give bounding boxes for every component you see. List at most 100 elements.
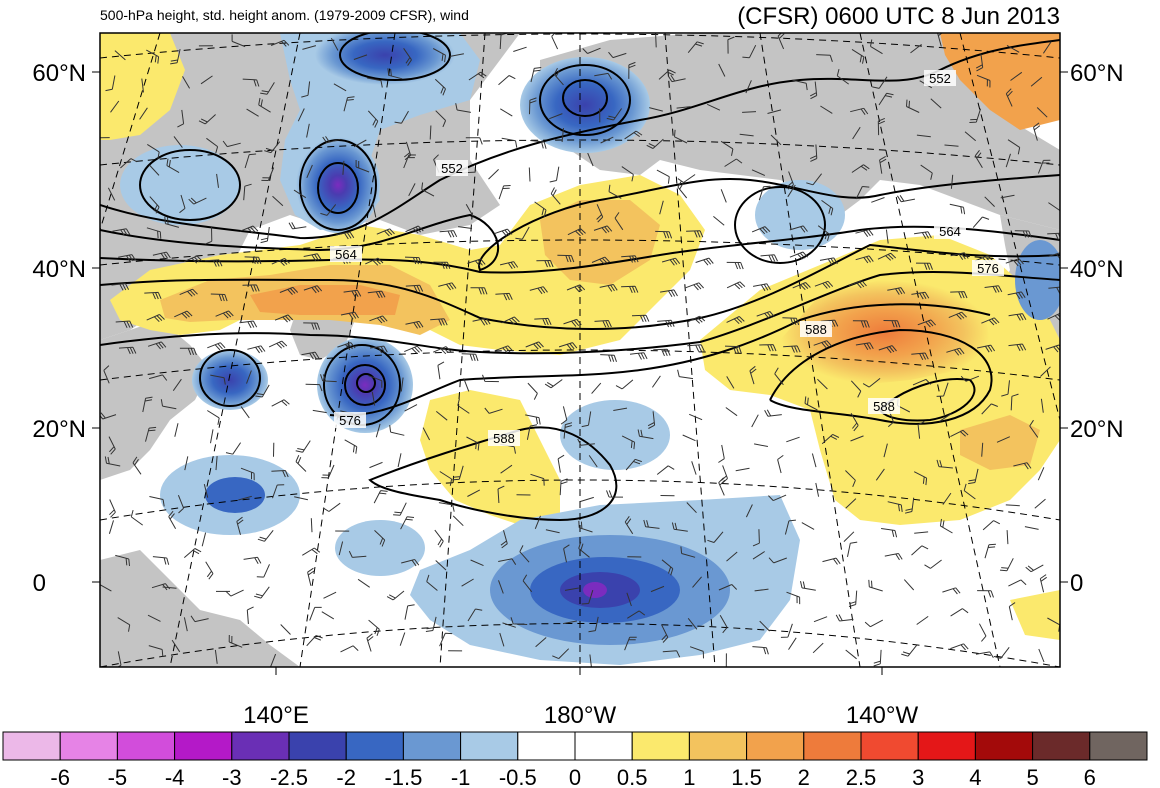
wind-barb xyxy=(305,383,323,392)
wind-barb xyxy=(557,254,575,263)
wind-barb xyxy=(461,353,479,362)
colorbar-swatch xyxy=(860,731,919,761)
wind-barb xyxy=(322,136,341,144)
wind-barb xyxy=(1047,312,1060,321)
wind-barb xyxy=(174,423,179,437)
wind-barb xyxy=(149,196,160,214)
wind-barb xyxy=(330,37,339,51)
wind-barbs xyxy=(100,33,1060,667)
wind-barb xyxy=(682,434,696,442)
wind-barb xyxy=(727,36,735,54)
contour-cutoff-2-core xyxy=(356,373,376,393)
wind-barb xyxy=(752,551,765,560)
wind-barb xyxy=(759,620,770,632)
wind-barb xyxy=(718,584,738,591)
wind-barb xyxy=(400,377,404,392)
wind-barb xyxy=(784,519,796,535)
wind-barb xyxy=(1008,343,1027,352)
wind-barb xyxy=(588,616,599,633)
contour-label: 588 xyxy=(873,399,895,414)
wind-barb xyxy=(687,344,705,352)
wind-barb xyxy=(336,231,355,240)
wind-barb xyxy=(171,639,181,653)
contour-low-bering xyxy=(539,64,631,136)
wind-barb xyxy=(768,494,787,502)
wind-barb xyxy=(142,396,153,413)
wind-barb xyxy=(887,501,903,512)
wind-barb xyxy=(104,456,121,467)
wind-barb xyxy=(591,382,602,394)
wind-barb xyxy=(671,522,688,532)
wind-barb xyxy=(718,444,725,463)
colorbar-swatch xyxy=(917,731,976,761)
wind-barb xyxy=(646,138,664,149)
wind-barb xyxy=(557,454,565,473)
wind-barb xyxy=(976,74,991,88)
wind-barb xyxy=(257,529,274,542)
wind-barb xyxy=(333,83,347,92)
wind-barb xyxy=(949,203,966,215)
graticule-line xyxy=(759,33,861,667)
contour-labels: 552 552 564 564 576 576 588 588 588 xyxy=(330,70,1004,446)
contour-588-east xyxy=(769,328,993,425)
wind-barb xyxy=(225,589,244,597)
wind-barb xyxy=(497,485,505,504)
wind-barb xyxy=(692,576,702,588)
wind-barb xyxy=(816,54,833,62)
wind-barb xyxy=(916,615,929,625)
wind-barb xyxy=(115,320,134,329)
wind-barb xyxy=(1039,574,1047,593)
wind-barb xyxy=(297,108,305,122)
wind-barb xyxy=(877,117,885,136)
wind-barb xyxy=(307,567,315,586)
wind-barb xyxy=(118,254,137,262)
wind-barb xyxy=(201,532,207,547)
wind-barb xyxy=(1006,44,1020,53)
wind-barb xyxy=(111,283,130,291)
colorbar-swatch xyxy=(116,731,176,761)
wind-barb xyxy=(862,378,881,388)
contour-label: 552 xyxy=(441,161,463,176)
longitude-axis xyxy=(275,667,883,675)
wind-barb xyxy=(1008,602,1016,621)
wind-barb xyxy=(340,645,359,653)
wind-barb xyxy=(885,229,889,244)
wind-barb xyxy=(875,468,885,481)
lat-label-left: 0 xyxy=(33,570,46,597)
lon-label: 140°W xyxy=(846,702,919,729)
wind-barb xyxy=(112,228,131,236)
wind-barb xyxy=(811,453,817,468)
wind-barb xyxy=(216,173,219,188)
wind-barb xyxy=(366,633,374,652)
wind-barb xyxy=(914,231,932,239)
wind-barb xyxy=(911,291,930,300)
wind-barb xyxy=(661,559,674,576)
wind-barb xyxy=(552,648,570,660)
wind-barb xyxy=(637,429,654,440)
wind-barb xyxy=(146,227,162,239)
wind-barb xyxy=(240,467,255,481)
wind-barb xyxy=(1014,230,1032,238)
wind-barb xyxy=(177,109,185,128)
wind-barb xyxy=(751,414,759,428)
wind-barb xyxy=(754,588,769,592)
wind-barb xyxy=(301,351,320,360)
wind-barb xyxy=(627,610,646,619)
wind-barb xyxy=(774,367,784,386)
wind-barb xyxy=(422,427,431,441)
positive-anomaly-dateline xyxy=(540,200,660,285)
wind-barb xyxy=(258,97,271,113)
wind-barb xyxy=(530,473,545,486)
wind-barb xyxy=(787,184,796,198)
contour-low-kamchatka-inner xyxy=(317,162,359,214)
wind-barb xyxy=(1024,526,1039,530)
negative-anomaly-gulf xyxy=(755,180,845,250)
wind-barb xyxy=(981,442,984,457)
wind-barb xyxy=(425,616,437,632)
wind-barb xyxy=(631,314,650,323)
wind-barb xyxy=(600,136,614,144)
wind-barb xyxy=(393,502,407,516)
wind-barb xyxy=(179,288,198,297)
contour-cutoff-1 xyxy=(199,349,261,407)
wind-barb xyxy=(742,44,757,59)
